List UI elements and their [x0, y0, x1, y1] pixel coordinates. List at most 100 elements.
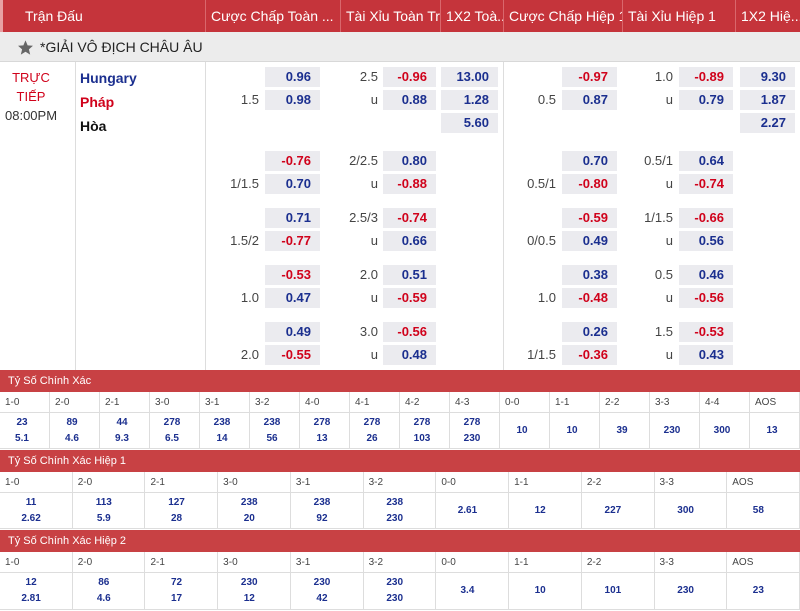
score-odds[interactable]: 300 [713, 425, 731, 436]
odds-box[interactable]: -0.89 [679, 67, 733, 87]
score-odds[interactable]: 39 [616, 425, 628, 436]
odds-box[interactable]: -0.96 [383, 67, 436, 87]
odds-box[interactable]: 0.96 [265, 67, 320, 87]
odds-box[interactable]: 0.80 [383, 151, 436, 171]
odds-box[interactable]: -0.53 [679, 322, 733, 342]
odds-box[interactable]: 0.70 [265, 174, 320, 194]
section-title[interactable]: Tỷ Số Chính Xác Hiệp 1 [0, 450, 800, 472]
header-cell[interactable]: 1X2 Hiệ... [735, 0, 800, 32]
score-odds[interactable]: 127 [168, 497, 185, 508]
score-odds[interactable]: 26 [366, 433, 378, 444]
score-odds[interactable]: 230 [386, 593, 404, 604]
score-odds[interactable]: 230 [313, 577, 331, 588]
score-odds[interactable]: 10 [534, 585, 546, 596]
score-odds[interactable]: 44 [116, 417, 128, 428]
score-odds[interactable]: 12 [25, 577, 37, 588]
score-odds[interactable]: 92 [316, 513, 328, 524]
section-title[interactable]: Tỷ Số Chính Xác [0, 370, 800, 392]
odds-box[interactable]: 0.64 [679, 151, 733, 171]
score-odds[interactable]: 2.81 [21, 593, 41, 604]
score-odds[interactable]: 278 [363, 417, 381, 428]
odds-box[interactable]: -0.59 [383, 288, 436, 308]
odds-box[interactable]: 0.88 [383, 90, 436, 110]
score-odds[interactable]: 230 [463, 433, 481, 444]
score-odds[interactable]: 13 [316, 433, 328, 444]
score-odds[interactable]: 2.62 [21, 513, 41, 524]
score-odds[interactable]: 12 [534, 505, 546, 516]
odds-box[interactable]: 0.51 [383, 265, 436, 285]
header-cell[interactable]: Cược Chấp Hiệp 1 [503, 0, 622, 32]
score-odds[interactable]: 89 [66, 417, 78, 428]
header-cell[interactable]: 1X2 Toà... [440, 0, 503, 32]
team-name[interactable]: Pháp [80, 94, 115, 110]
score-odds[interactable]: 4.6 [96, 593, 111, 604]
score-odds[interactable]: 230 [663, 425, 681, 436]
odds-box[interactable]: 0.71 [265, 208, 320, 228]
score-odds[interactable]: 23 [752, 585, 764, 596]
score-odds[interactable]: 12 [243, 593, 255, 604]
score-odds[interactable]: 238 [263, 417, 281, 428]
score-odds[interactable]: 238 [240, 497, 258, 508]
score-odds[interactable]: 56 [266, 433, 278, 444]
score-odds[interactable]: 300 [677, 505, 694, 516]
score-odds[interactable]: 13 [766, 425, 778, 436]
score-odds[interactable]: 278 [413, 417, 431, 428]
odds-box[interactable]: 2.27 [740, 113, 795, 133]
odds-box[interactable]: 0.49 [562, 231, 617, 251]
score-odds[interactable]: 9.3 [115, 433, 129, 444]
odds-box[interactable]: 1.28 [441, 90, 498, 110]
header-cell[interactable]: Cược Chấp Toàn ... [205, 0, 340, 32]
odds-box[interactable]: 0.56 [679, 231, 733, 251]
score-odds[interactable]: 14 [216, 433, 228, 444]
odds-box[interactable]: -0.53 [265, 265, 320, 285]
odds-box[interactable]: 0.98 [265, 90, 320, 110]
score-odds[interactable]: 58 [752, 505, 764, 516]
odds-box[interactable]: 0.46 [679, 265, 733, 285]
odds-box[interactable]: -0.80 [562, 174, 617, 194]
odds-box[interactable]: -0.36 [562, 345, 617, 365]
odds-box[interactable]: 0.43 [679, 345, 733, 365]
score-odds[interactable]: 86 [98, 577, 110, 588]
odds-box[interactable]: 0.70 [562, 151, 617, 171]
section-title[interactable]: Tỷ Số Chính Xác Hiệp 2 [0, 530, 800, 552]
odds-box[interactable]: -0.74 [679, 174, 733, 194]
odds-box[interactable]: -0.48 [562, 288, 617, 308]
odds-box[interactable]: 9.30 [740, 67, 795, 87]
odds-box[interactable]: 0.38 [562, 265, 617, 285]
score-odds[interactable]: 101 [604, 585, 622, 596]
odds-box[interactable]: 1.87 [740, 90, 795, 110]
header-cell[interactable]: Tài Xỉu Toàn Trận [340, 0, 440, 32]
score-odds[interactable]: 238 [313, 497, 331, 508]
score-odds[interactable]: 3.4 [460, 585, 475, 596]
score-odds[interactable]: 278 [313, 417, 331, 428]
odds-box[interactable]: -0.59 [562, 208, 617, 228]
odds-box[interactable]: 5.60 [441, 113, 498, 133]
score-odds[interactable]: 10 [516, 425, 528, 436]
score-odds[interactable]: 5.9 [96, 513, 111, 524]
header-cell[interactable]: Trận Đấu [0, 0, 205, 32]
score-odds[interactable]: 227 [604, 505, 622, 516]
score-odds[interactable]: 230 [240, 577, 258, 588]
odds-box[interactable]: 13.00 [441, 67, 498, 87]
odds-box[interactable]: -0.97 [562, 67, 617, 87]
odds-box[interactable]: 0.47 [265, 288, 320, 308]
score-odds[interactable]: 278 [463, 417, 481, 428]
score-odds[interactable]: 230 [386, 513, 404, 524]
odds-box[interactable]: 0.49 [265, 322, 320, 342]
odds-box[interactable]: -0.66 [679, 208, 733, 228]
odds-box[interactable]: -0.76 [265, 151, 320, 171]
odds-box[interactable]: -0.88 [383, 174, 436, 194]
odds-box[interactable]: -0.56 [383, 322, 436, 342]
odds-box[interactable]: -0.55 [265, 345, 320, 365]
score-odds[interactable]: 2.61 [457, 505, 478, 516]
score-odds[interactable]: 238 [386, 497, 404, 508]
team-name[interactable]: Hungary [80, 70, 137, 86]
score-odds[interactable]: 230 [386, 577, 404, 588]
odds-box[interactable]: 0.79 [679, 90, 733, 110]
team-name[interactable]: Hòa [80, 118, 107, 134]
score-odds[interactable]: 10 [566, 425, 578, 436]
odds-box[interactable]: 0.48 [383, 345, 436, 365]
score-odds[interactable]: 42 [316, 593, 328, 604]
score-odds[interactable]: 278 [163, 417, 181, 428]
star-icon[interactable] [17, 39, 34, 56]
